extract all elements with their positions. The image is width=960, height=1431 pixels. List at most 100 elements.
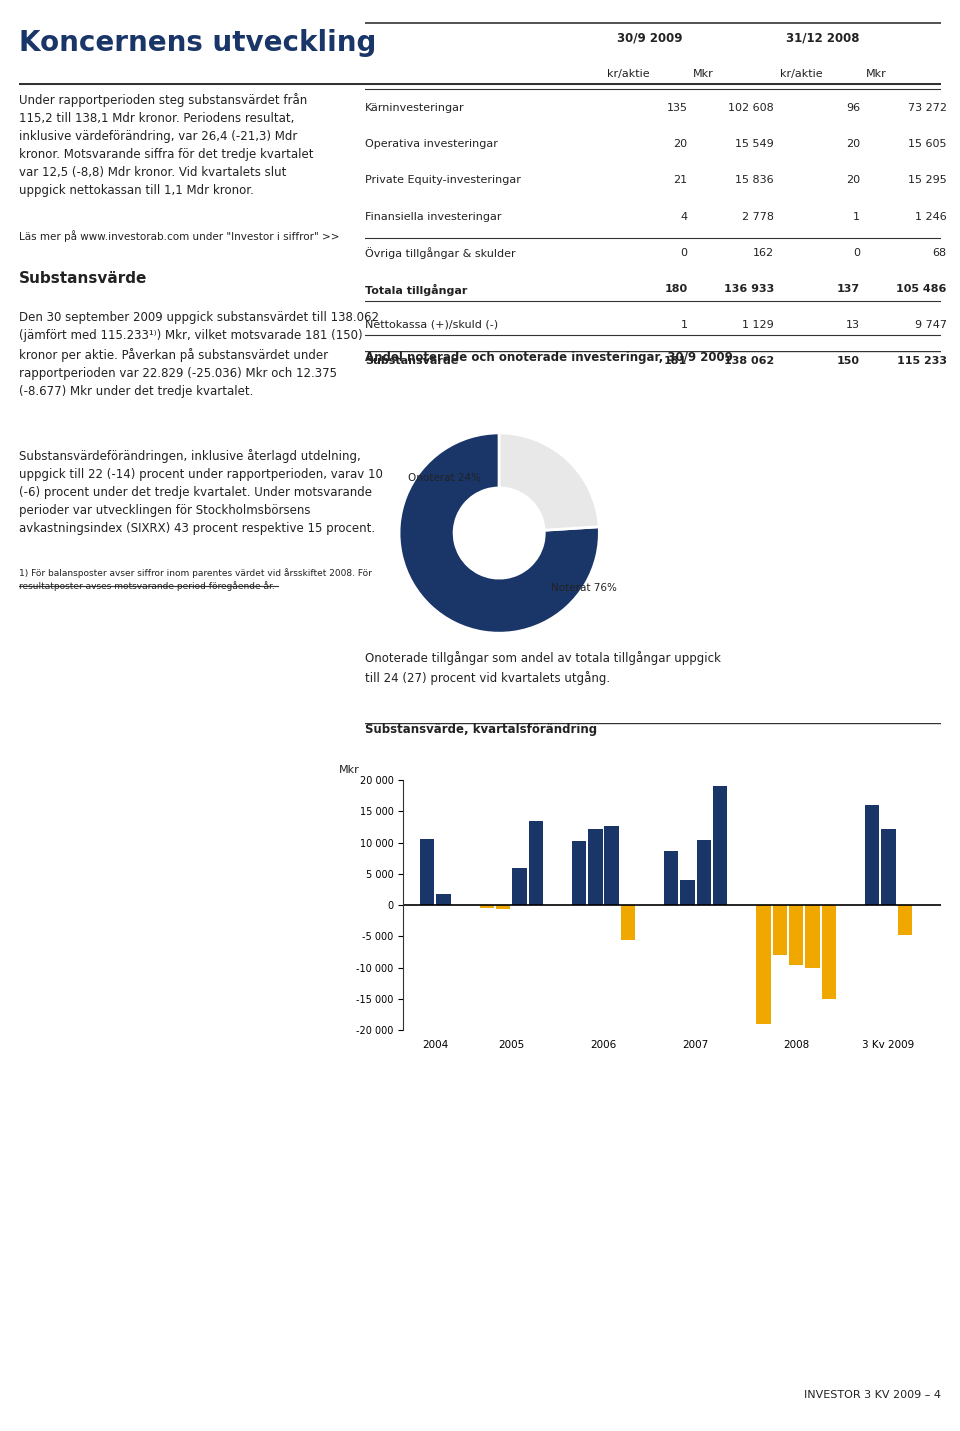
Bar [697, 840, 711, 906]
Text: Koncernens utveckling: Koncernens utveckling [19, 29, 376, 57]
Bar [865, 804, 879, 906]
Text: Andel noterade och onoterade investeringar, 30/9 2009: Andel noterade och onoterade investering… [365, 351, 732, 363]
Bar [513, 867, 527, 906]
Text: 15 836: 15 836 [735, 176, 774, 186]
Text: Onoterade tillgångar som andel av totala tillgångar uppgick
till 24 (27) procent: Onoterade tillgångar som andel av totala… [365, 651, 721, 684]
Text: Värderingsprincip: Värderingsprincip [628, 1086, 720, 1096]
Text: kr/aktie: kr/aktie [607, 69, 649, 79]
Wedge shape [499, 432, 599, 531]
Text: 1) För balansposter avser siffror inom parentes värdet vid årsskiftet 2008. För
: 1) För balansposter avser siffror inom p… [19, 568, 372, 591]
Text: 137: 137 [837, 283, 860, 293]
Text: Minoritetsägande.: Minoritetsägande. [406, 1328, 501, 1338]
Text: Finansiella investeringar: Finansiella investeringar [365, 212, 501, 222]
Bar [480, 906, 494, 909]
Text: 20: 20 [673, 139, 687, 149]
Bar [822, 906, 836, 999]
Bar [805, 906, 820, 967]
Text: Mkr: Mkr [866, 69, 887, 79]
Text: 1 246: 1 246 [915, 212, 947, 222]
Text: Tillväxtbolag och skuldfinansierade
uköp, främst onoterade bolag.
Ägarhorisont ~: Tillväxtbolag och skuldfinansierade uköp… [185, 1254, 370, 1294]
Text: Börskurs (köp), multipel eller
tredjepartsvärdering.: Börskurs (köp), multipel eller tredjepar… [628, 1254, 779, 1276]
Bar [605, 826, 619, 906]
Bar [664, 850, 679, 906]
Text: Substansvärde: Substansvärde [19, 270, 148, 286]
Bar [420, 840, 435, 906]
Text: 96: 96 [846, 103, 860, 113]
Text: Mkr: Mkr [693, 69, 714, 79]
Text: INVESTOR 3 KV 2009 – 4: INVESTOR 3 KV 2009 – 4 [804, 1391, 941, 1400]
Text: Börskurs (köp) eller
tredjepartsvärdering.: Börskurs (köp) eller tredjepartsvärderin… [628, 1328, 739, 1351]
Text: 4: 4 [681, 212, 687, 222]
Text: Noterat 76%: Noterat 76% [551, 584, 617, 592]
Text: 105 486: 105 486 [897, 283, 947, 293]
Wedge shape [399, 432, 599, 633]
Text: 20: 20 [846, 139, 860, 149]
Text: Substansvärdeförändringen, inklusive återlagd utdelning,
uppgick till 22 (-14) p: Substansvärdeförändringen, inklusive åte… [19, 449, 383, 535]
Text: 0: 0 [853, 248, 860, 258]
Text: 1 129: 1 129 [742, 319, 774, 329]
Text: 68: 68 [932, 248, 947, 258]
Text: Under rapportperioden steg substansvärdet från
115,2 till 138,1 Mdr kronor. Peri: Under rapportperioden steg substansvärde… [19, 93, 314, 197]
Text: Investors affärsområdesstruktur: Investors affärsområdesstruktur [33, 1058, 262, 1070]
Text: 31/12 2008: 31/12 2008 [786, 31, 859, 44]
Bar [681, 880, 695, 906]
Text: Finansiella innehav/verksamheter
med kortare ägarhorisont.: Finansiella innehav/verksamheter med kor… [185, 1328, 362, 1351]
Text: Mkr: Mkr [339, 766, 359, 776]
Text: 162: 162 [753, 248, 774, 258]
Text: 136 933: 136 933 [724, 283, 774, 293]
Text: 9 747: 9 747 [915, 319, 947, 329]
Text: Substansvärde: Substansvärde [365, 356, 458, 366]
Text: 180: 180 [664, 283, 687, 293]
Text: Operativa investeringar: Operativa investeringar [365, 139, 497, 149]
Text: 15 549: 15 549 [735, 139, 774, 149]
Text: Private Equity-investeringar: Private Equity-investeringar [365, 176, 520, 186]
Text: Typ av ägande: Typ av ägande [406, 1086, 482, 1096]
Text: Totala tillgångar: Totala tillgångar [365, 283, 468, 296]
Text: 138 062: 138 062 [724, 356, 774, 366]
Text: Övriga tillgångar & skulder: Övriga tillgångar & skulder [365, 248, 516, 259]
Text: Operativa investeringar: Operativa investeringar [33, 1183, 157, 1193]
Bar [621, 906, 636, 940]
Bar [881, 829, 896, 906]
Text: Finansiella investeringar: Finansiella investeringar [33, 1328, 160, 1338]
Text: 0: 0 [681, 248, 687, 258]
Bar [529, 820, 543, 906]
Text: 2 778: 2 778 [742, 212, 774, 222]
Text: 115 233: 115 233 [897, 356, 947, 366]
Text: Typ av bolag/verksamhet: Typ av bolag/verksamhet [185, 1086, 316, 1096]
Text: 135: 135 [666, 103, 687, 113]
Text: 15 605: 15 605 [908, 139, 947, 149]
Text: kr/aktie: kr/aktie [780, 69, 822, 79]
Text: 102 608: 102 608 [728, 103, 774, 113]
Bar [713, 786, 728, 906]
Text: 73 272: 73 272 [907, 103, 947, 113]
Text: Majoritetsägande eller betydande
minoritet.: Majoritetsägande eller betydande minorit… [406, 1183, 583, 1206]
Text: 15 295: 15 295 [908, 176, 947, 186]
Text: 21: 21 [673, 176, 687, 186]
Text: 20: 20 [846, 176, 860, 186]
Text: Medelstora till stora bolag, lång
ägarhorisont, noterade och
onoterade innehav.: Medelstora till stora bolag, lång ägarho… [185, 1183, 351, 1222]
Bar [898, 906, 912, 936]
Text: 13: 13 [846, 319, 860, 329]
Text: Ledande minoritetsägande.: Ledande minoritetsägande. [406, 1116, 550, 1125]
Text: Andel av eget kapital för
onoterade bolag, börskurs
(köp) för noterade bolag.: Andel av eget kapital för onoterade bola… [628, 1183, 765, 1219]
Text: Ledande minoritetsägande i
Investor Growth Capitals
innehav, största investerare: Ledande minoritetsägande i Investor Grow… [406, 1254, 560, 1304]
Text: 181: 181 [664, 356, 687, 366]
Bar [588, 829, 603, 906]
Text: Kärninvesteringar: Kärninvesteringar [365, 103, 465, 113]
Bar [773, 906, 787, 956]
Bar [572, 841, 587, 906]
Text: 1: 1 [681, 319, 687, 329]
Text: 30/9 2009: 30/9 2009 [617, 31, 683, 44]
Text: Läs mer på www.investorab.com under "Investor i siffror" >>: Läs mer på www.investorab.com under "Inv… [19, 230, 340, 242]
Text: 150: 150 [837, 356, 860, 366]
Text: Substansvärde, kvartalsförändring: Substansvärde, kvartalsförändring [365, 723, 597, 736]
Text: Onoterat 24%: Onoterat 24% [408, 474, 481, 482]
Bar [789, 906, 804, 964]
Text: Börskurs (köp).: Börskurs (köp). [628, 1116, 707, 1125]
Text: Private Equity-investeringar: Private Equity-investeringar [33, 1254, 179, 1264]
Text: 1: 1 [853, 212, 860, 222]
Text: Nettokassa (+)/skuld (-): Nettokassa (+)/skuld (-) [365, 319, 498, 329]
Bar [437, 894, 451, 906]
Text: Kärninvesteringar: Kärninvesteringar [33, 1116, 127, 1125]
